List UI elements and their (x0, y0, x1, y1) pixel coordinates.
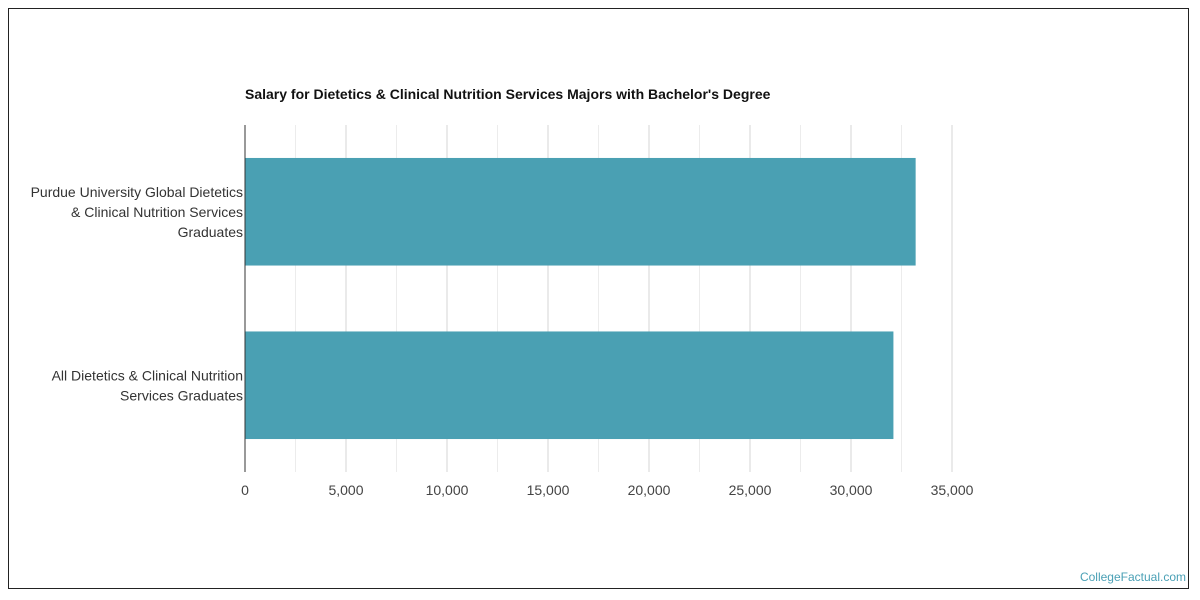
category-label-line: & Clinical Nutrition Services (71, 204, 243, 220)
bars (245, 157, 916, 440)
chart-title: Salary for Dietetics & Clinical Nutritio… (245, 86, 771, 102)
x-tick-label: 25,000 (729, 482, 772, 498)
category-label-line: Purdue University Global Dietetics (31, 184, 243, 200)
x-tick-label: 30,000 (830, 482, 873, 498)
x-tick-label: 15,000 (527, 482, 570, 498)
x-tick-label: 10,000 (426, 482, 469, 498)
x-axis-ticks: 0 5,000 10,000 15,000 20,000 25,000 30,000 35,0… (241, 482, 974, 498)
category-label-line: Graduates (178, 224, 243, 240)
category-label-line: All Dietetics & Clinical Nutrition (52, 367, 243, 383)
category-label-line: Services Graduates (120, 387, 243, 403)
x-tick-label: 5,000 (328, 482, 363, 498)
bar[interactable] (245, 157, 916, 266)
x-tick-label: 35,000 (931, 482, 974, 498)
category-label: All Dietetics & Clinical Nutrition Servic… (52, 367, 243, 403)
category-labels: Purdue University Global Dietetics & Clin… (31, 184, 243, 404)
x-tick-label: 0 (241, 482, 249, 498)
bar[interactable] (245, 331, 894, 440)
watermark[interactable]: CollegeFactual.com (1079, 570, 1186, 584)
x-tick-label: 20,000 (628, 482, 671, 498)
category-label: Purdue University Global Dietetics & Clin… (31, 184, 243, 240)
